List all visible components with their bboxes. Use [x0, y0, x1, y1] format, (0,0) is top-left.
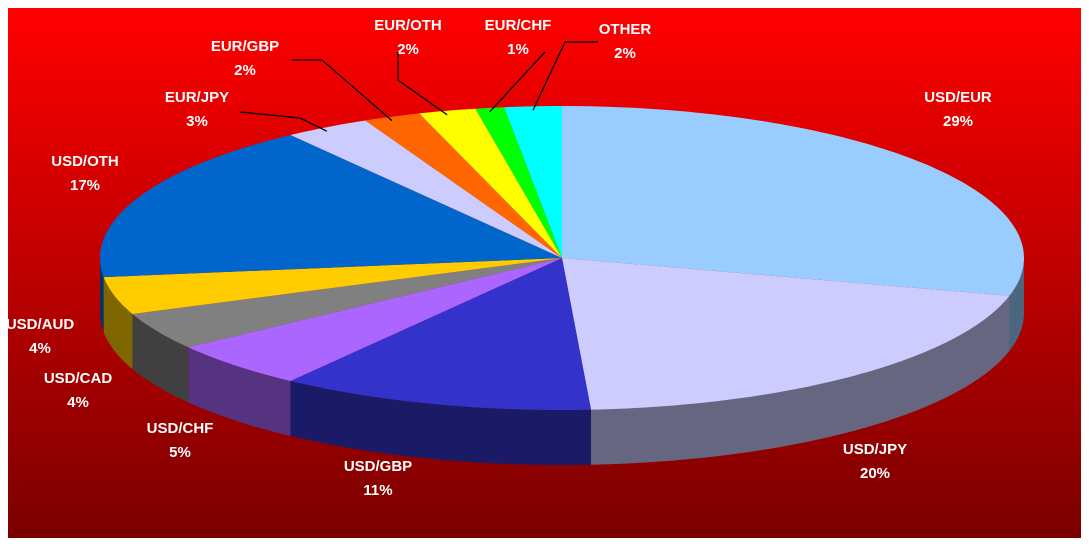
pie-sides	[100, 258, 1024, 465]
value-label: 17%	[70, 177, 100, 194]
slice-label: USD/GBP	[344, 458, 412, 475]
slice-label: EUR/OTH	[374, 17, 442, 34]
leader-line	[292, 59, 393, 122]
slice-side	[100, 258, 104, 333]
slice-label: USD/AUD	[6, 316, 75, 333]
pie-tops	[100, 106, 1024, 410]
slice-side	[290, 381, 591, 465]
slice-label: USD/CHF	[147, 420, 214, 437]
slice	[562, 258, 1010, 410]
slice-label: EUR/GBP	[211, 38, 279, 55]
slice	[365, 113, 562, 259]
slice	[562, 106, 1024, 296]
slice-label: EUR/CHF	[485, 17, 552, 34]
slice-label: USD/EUR	[924, 89, 992, 106]
slice	[475, 107, 562, 258]
slice-side	[132, 314, 189, 403]
labels: USD/EUR 29% USD/JPY 20% USD/GBP 11% USD/CHF 5% U…	[6, 17, 992, 499]
value-label: 2%	[234, 62, 256, 79]
slice	[132, 258, 562, 348]
leader-line	[489, 51, 546, 113]
slice-label: USD/JPY	[843, 441, 907, 458]
slice	[290, 258, 591, 410]
slice-side	[1009, 258, 1024, 351]
slice-label: USD/OTH	[51, 153, 119, 170]
leader-line	[397, 52, 448, 116]
slice-side	[188, 347, 291, 436]
leader-line	[532, 41, 598, 111]
slice	[419, 108, 562, 258]
slice	[504, 106, 562, 258]
value-label: 29%	[943, 113, 973, 130]
slice	[103, 258, 562, 314]
leader-line	[239, 111, 328, 132]
slice	[188, 258, 562, 381]
value-label: 1%	[507, 41, 529, 58]
slice-label: USD/CAD	[44, 370, 113, 387]
value-label: 3%	[186, 113, 208, 130]
slice-label: OTHER	[599, 21, 652, 38]
value-label: 4%	[67, 394, 89, 411]
value-label: 2%	[614, 45, 636, 62]
value-label: 5%	[169, 444, 191, 461]
slice	[100, 135, 562, 278]
value-label: 4%	[29, 340, 51, 357]
value-label: 2%	[397, 41, 419, 58]
slice	[290, 120, 562, 258]
slice-label: EUR/JPY	[165, 89, 229, 106]
value-label: 11%	[363, 482, 392, 499]
slice-side	[103, 277, 133, 369]
slice-side	[591, 295, 1010, 465]
value-label: 20%	[860, 465, 890, 482]
